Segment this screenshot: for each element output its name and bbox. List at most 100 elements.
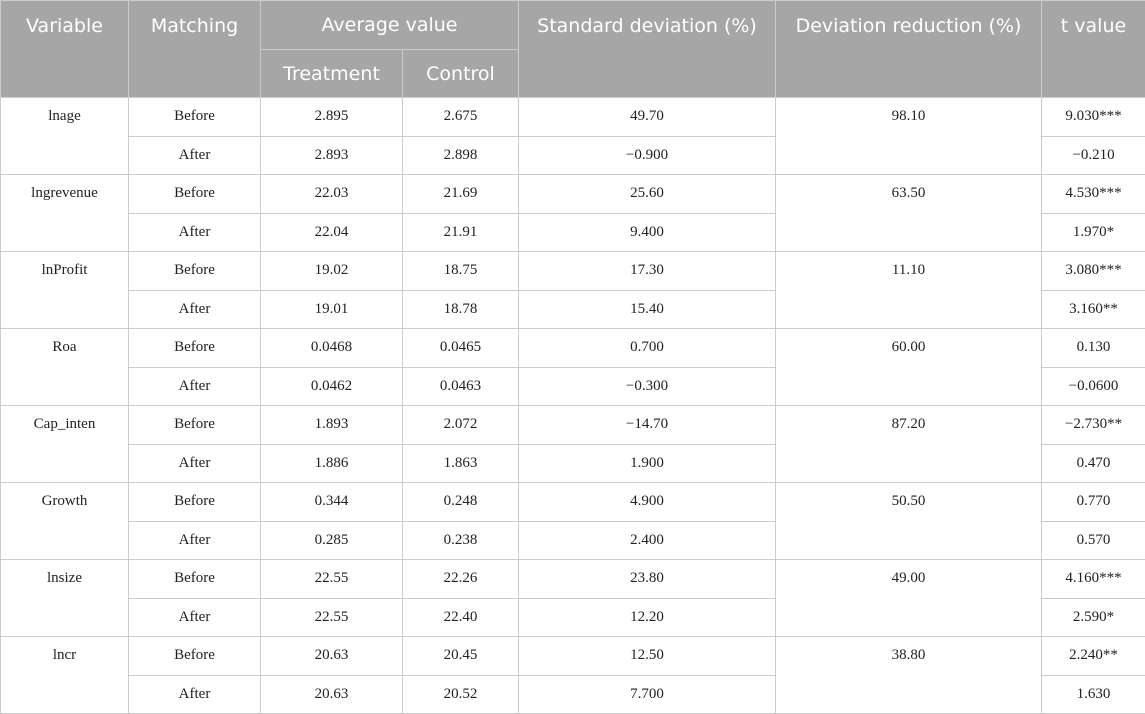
t-value-cell: 0.570 <box>1042 521 1145 560</box>
std-dev-cell: 17.30 <box>519 252 776 291</box>
matching-cell: After <box>129 598 261 637</box>
control-cell: 22.26 <box>403 560 519 599</box>
header-treatment: Treatment <box>261 50 403 98</box>
deviation-reduction-cell: 98.10 <box>776 98 1042 175</box>
std-dev-cell: 7.700 <box>519 675 776 714</box>
treatment-cell: 2.895 <box>261 98 403 137</box>
t-value-cell: 0.470 <box>1042 444 1145 483</box>
deviation-reduction-cell: 38.80 <box>776 637 1042 714</box>
treatment-cell: 22.04 <box>261 213 403 252</box>
variable-cell: lnsize <box>1 560 129 637</box>
std-dev-cell: −0.900 <box>519 136 776 175</box>
control-cell: 20.52 <box>403 675 519 714</box>
control-cell: 2.898 <box>403 136 519 175</box>
std-dev-cell: 2.400 <box>519 521 776 560</box>
header-control: Control <box>403 50 519 98</box>
deviation-reduction-cell: 11.10 <box>776 252 1042 329</box>
treatment-cell: 22.55 <box>261 598 403 637</box>
matching-cell: After <box>129 675 261 714</box>
matching-cell: After <box>129 290 261 329</box>
treatment-cell: 1.893 <box>261 406 403 445</box>
control-cell: 20.45 <box>403 637 519 676</box>
header-average-value: Average value <box>261 1 519 50</box>
control-cell: 2.675 <box>403 98 519 137</box>
std-dev-cell: −14.70 <box>519 406 776 445</box>
control-cell: 18.75 <box>403 252 519 291</box>
treatment-cell: 22.55 <box>261 560 403 599</box>
matching-cell: Before <box>129 329 261 368</box>
control-cell: 22.40 <box>403 598 519 637</box>
matching-cell: Before <box>129 560 261 599</box>
treatment-cell: 20.63 <box>261 637 403 676</box>
variable-cell: Roa <box>1 329 129 406</box>
t-value-cell: 2.240** <box>1042 637 1145 676</box>
deviation-reduction-cell: 87.20 <box>776 406 1042 483</box>
t-value-cell: 1.970* <box>1042 213 1145 252</box>
treatment-cell: 0.0462 <box>261 367 403 406</box>
std-dev-cell: 0.700 <box>519 329 776 368</box>
matching-cell: After <box>129 367 261 406</box>
matching-cell: Before <box>129 252 261 291</box>
std-dev-cell: 9.400 <box>519 213 776 252</box>
variable-cell: lngrevenue <box>1 175 129 252</box>
t-value-cell: 9.030*** <box>1042 98 1145 137</box>
control-cell: 18.78 <box>403 290 519 329</box>
treatment-cell: 0.344 <box>261 483 403 522</box>
control-cell: 0.0465 <box>403 329 519 368</box>
t-value-cell: 3.160** <box>1042 290 1145 329</box>
treatment-cell: 19.02 <box>261 252 403 291</box>
treatment-cell: 2.893 <box>261 136 403 175</box>
treatment-cell: 0.285 <box>261 521 403 560</box>
variable-cell: Cap_inten <box>1 406 129 483</box>
matching-cell: Before <box>129 175 261 214</box>
t-value-cell: 0.130 <box>1042 329 1145 368</box>
header-t-value: t value <box>1042 1 1145 98</box>
std-dev-cell: 12.20 <box>519 598 776 637</box>
header-matching: Matching <box>129 1 261 98</box>
t-value-cell: 2.590* <box>1042 598 1145 637</box>
treatment-cell: 22.03 <box>261 175 403 214</box>
variable-cell: lnage <box>1 98 129 175</box>
matching-cell: Before <box>129 406 261 445</box>
t-value-cell: 4.160*** <box>1042 560 1145 599</box>
t-value-cell: 1.630 <box>1042 675 1145 714</box>
control-cell: 0.248 <box>403 483 519 522</box>
t-value-cell: 3.080*** <box>1042 252 1145 291</box>
std-dev-cell: 12.50 <box>519 637 776 676</box>
treatment-cell: 0.0468 <box>261 329 403 368</box>
std-dev-cell: 23.80 <box>519 560 776 599</box>
treatment-cell: 1.886 <box>261 444 403 483</box>
deviation-reduction-cell: 49.00 <box>776 560 1042 637</box>
matching-cell: After <box>129 136 261 175</box>
matching-cell: After <box>129 444 261 483</box>
header-deviation-reduction: Deviation reduction (%) <box>776 1 1042 98</box>
deviation-reduction-cell: 50.50 <box>776 483 1042 560</box>
std-dev-cell: 49.70 <box>519 98 776 137</box>
t-value-cell: −0.0600 <box>1042 367 1145 406</box>
deviation-reduction-cell: 60.00 <box>776 329 1042 406</box>
std-dev-cell: 15.40 <box>519 290 776 329</box>
header-variable: Variable <box>1 1 129 98</box>
matching-cell: Before <box>129 483 261 522</box>
control-cell: 21.91 <box>403 213 519 252</box>
t-value-cell: 4.530*** <box>1042 175 1145 214</box>
variable-cell: Growth <box>1 483 129 560</box>
t-value-cell: 0.770 <box>1042 483 1145 522</box>
variable-cell: lncr <box>1 637 129 714</box>
matching-cell: After <box>129 521 261 560</box>
matching-cell: Before <box>129 637 261 676</box>
table-header: Variable Matching Average value Standard… <box>1 1 1145 98</box>
control-cell: 21.69 <box>403 175 519 214</box>
matching-cell: After <box>129 213 261 252</box>
std-dev-cell: −0.300 <box>519 367 776 406</box>
std-dev-cell: 1.900 <box>519 444 776 483</box>
matching-cell: Before <box>129 98 261 137</box>
